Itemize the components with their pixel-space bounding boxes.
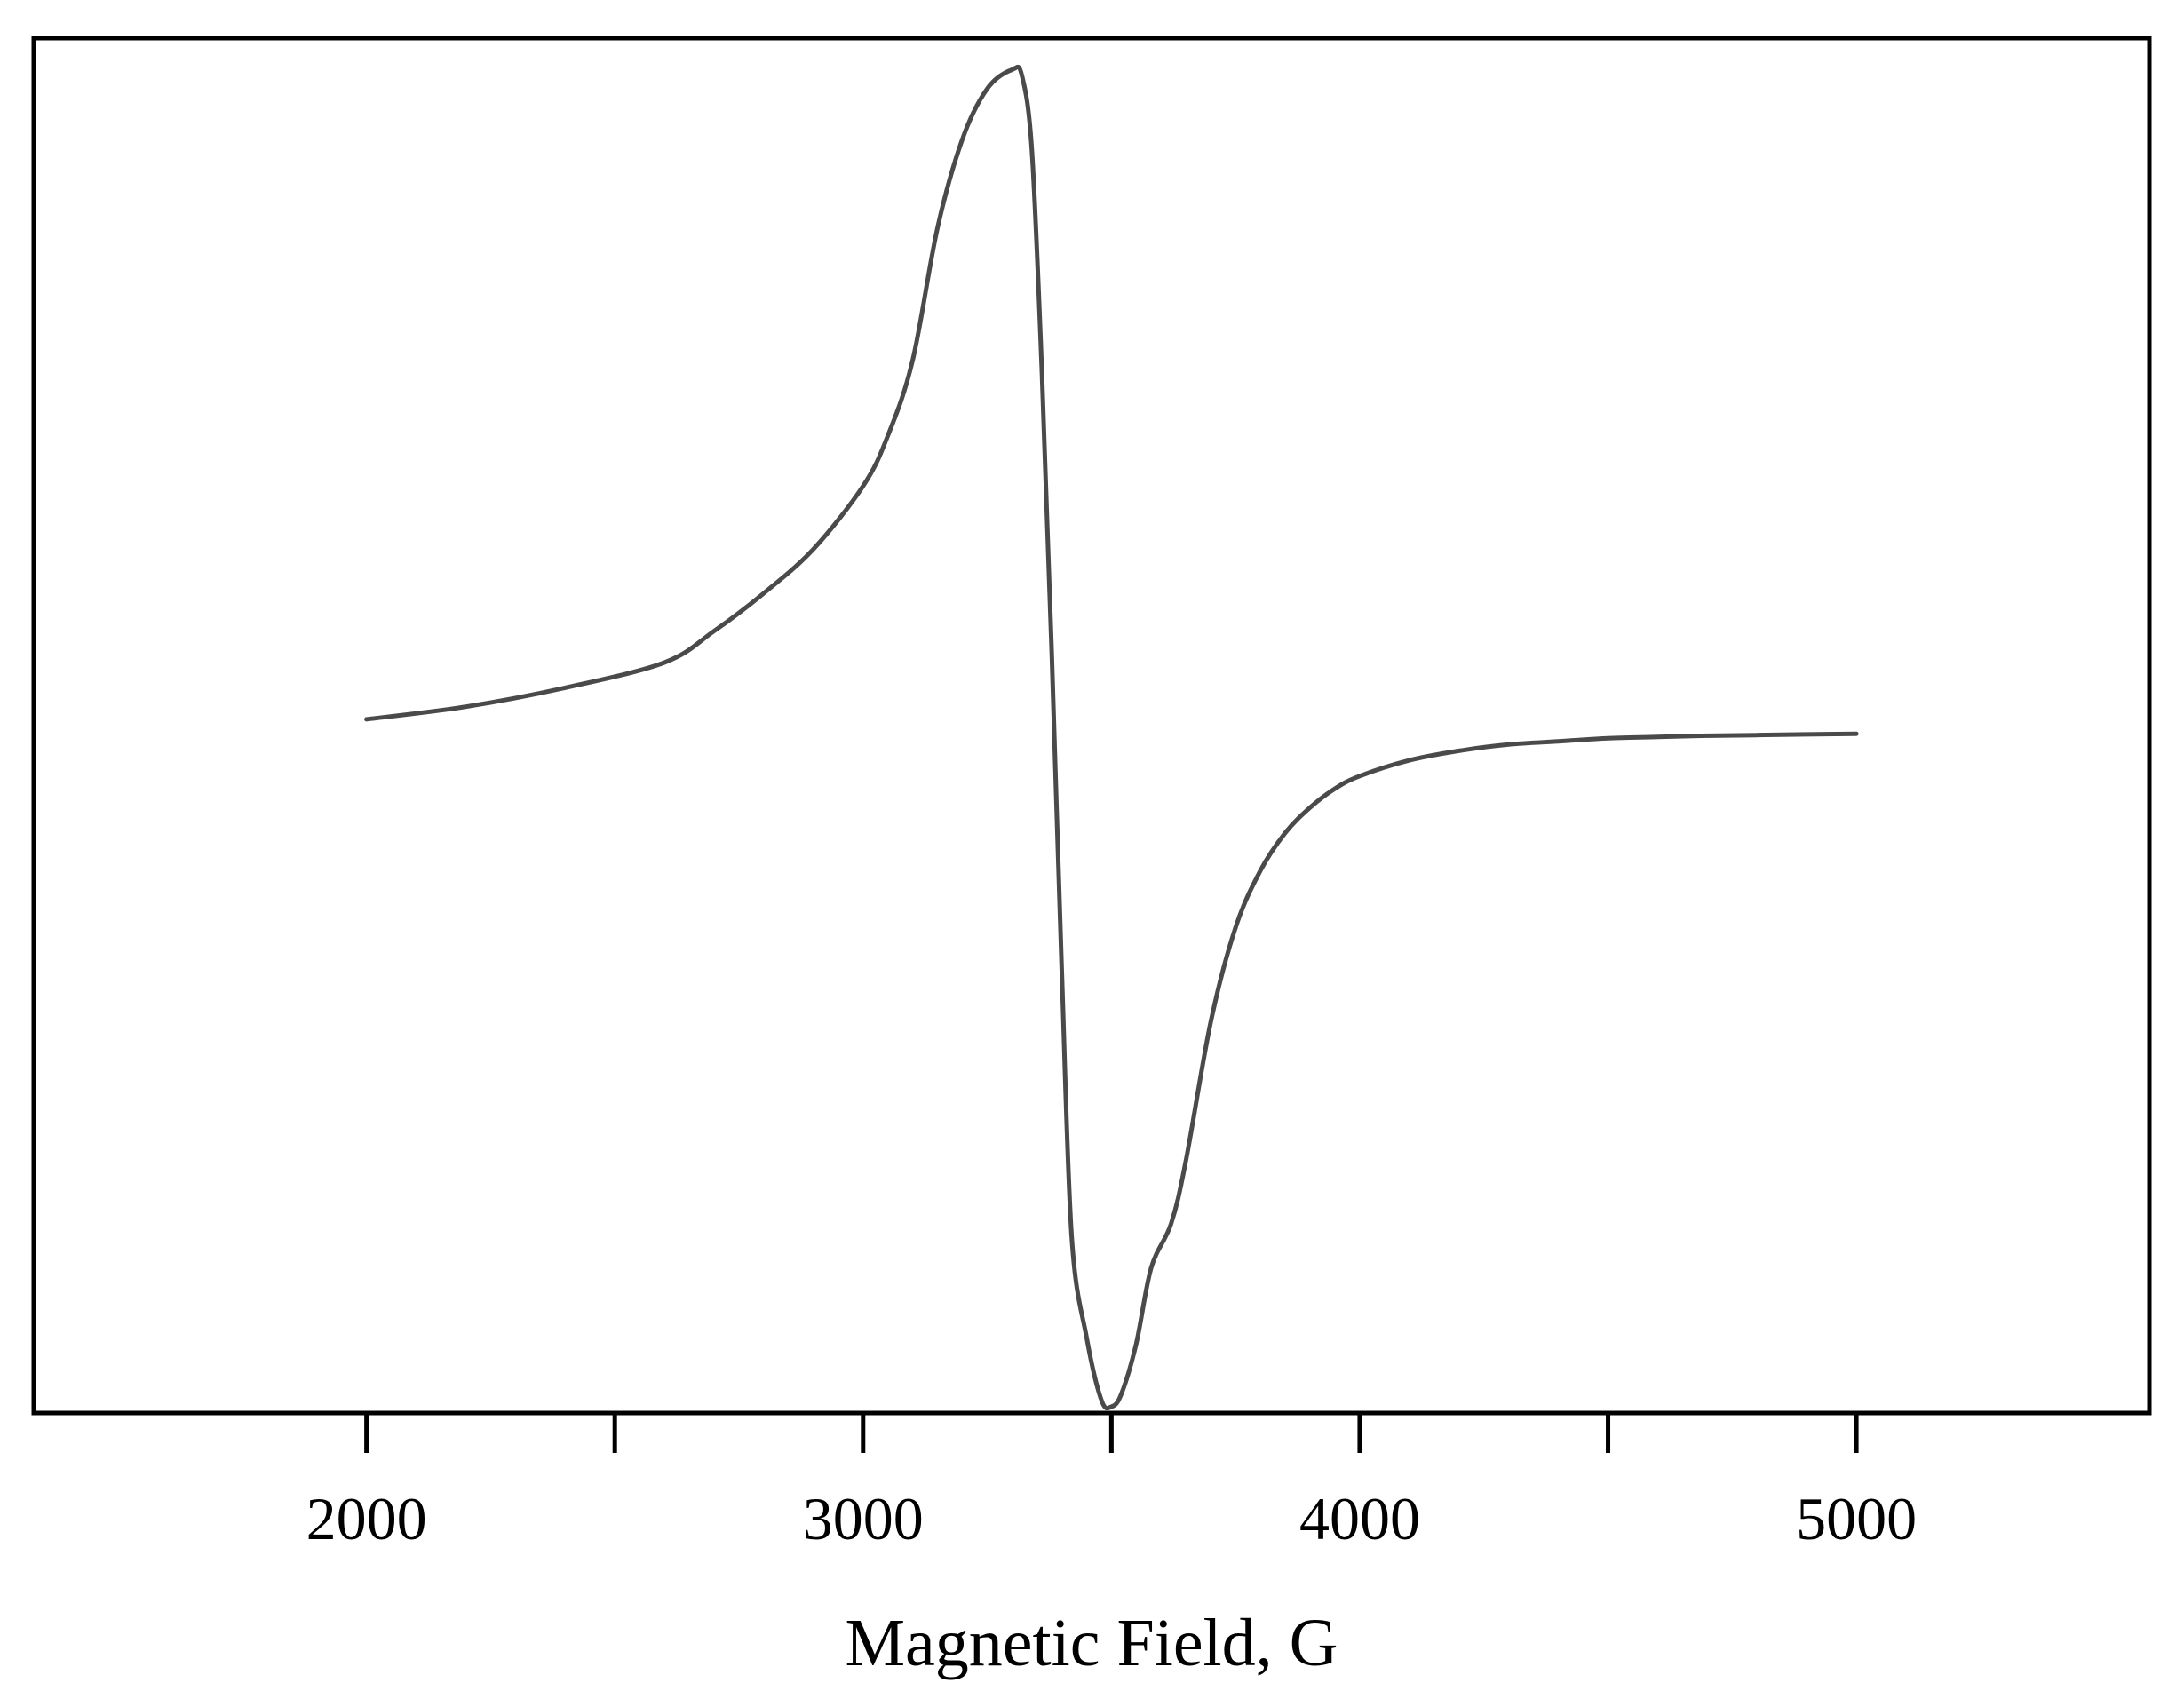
x-tick-label-5000: 5000 xyxy=(1796,1485,1917,1552)
x-tick-label-2000: 2000 xyxy=(306,1485,427,1552)
x-tick-label-4000: 4000 xyxy=(1299,1485,1420,1552)
x-axis-label: Magnetic Field, G xyxy=(845,1606,1338,1680)
x-tick-label-3000: 3000 xyxy=(803,1485,924,1552)
x-axis-tick-labels: 2000 3000 4000 5000 xyxy=(306,1485,1917,1552)
series-line xyxy=(364,64,1859,1411)
x-axis-ticks xyxy=(364,1413,1859,1453)
plot-frame xyxy=(31,36,2152,1416)
